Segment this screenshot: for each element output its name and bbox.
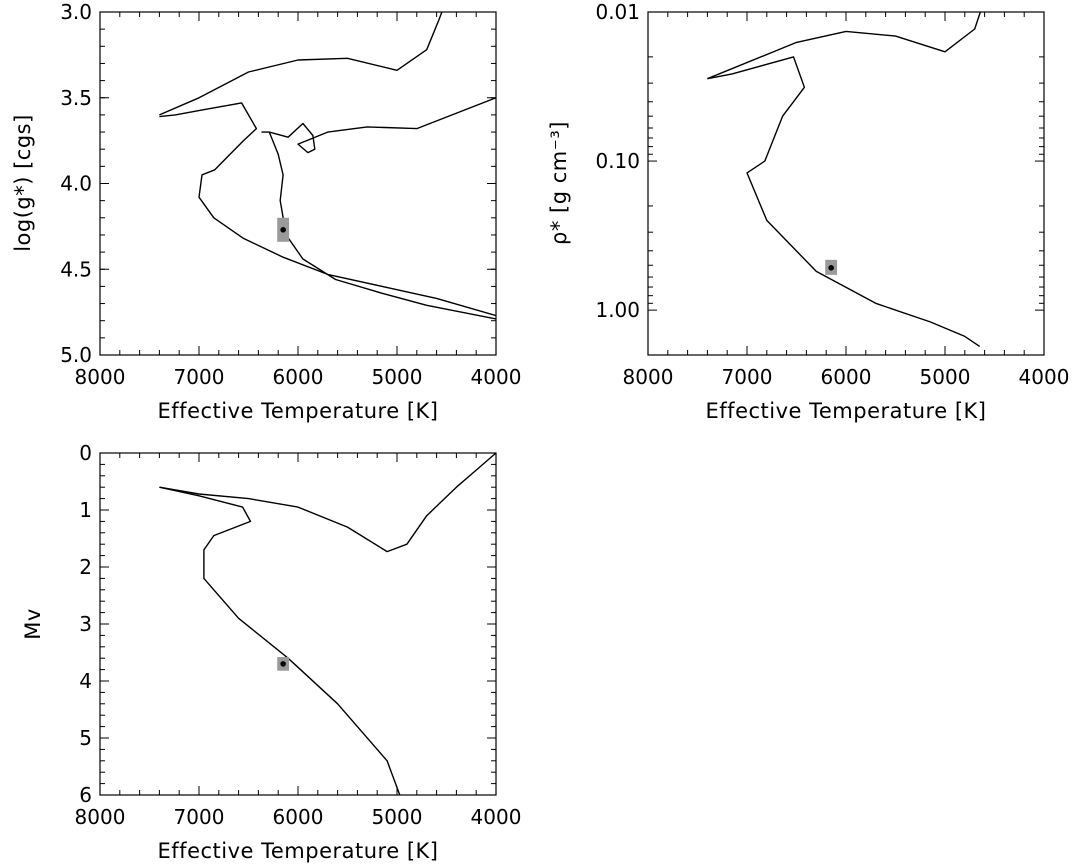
x-tick-label: 4000 [471, 805, 522, 829]
star-marker [280, 661, 286, 667]
y-axis-label: ρ* [g cm⁻³] [547, 121, 571, 245]
series-line [159, 12, 443, 116]
y-tick-label: 1.00 [595, 298, 640, 322]
x-tick-label: 7000 [174, 805, 225, 829]
x-tick-label: 7000 [174, 365, 225, 389]
series-line [707, 56, 981, 347]
y-tick-label: 0 [79, 441, 92, 465]
x-tick-label: 6000 [273, 805, 324, 829]
x-tick-label: 6000 [821, 365, 872, 389]
y-tick-label: 1 [79, 498, 92, 522]
x-tick-label: 6000 [273, 365, 324, 389]
series-line [159, 486, 401, 795]
x-tick-label: 5000 [920, 365, 971, 389]
y-tick-label: 3.5 [60, 86, 92, 110]
x-tick-label: 7000 [722, 365, 773, 389]
x-tick-label: 5000 [372, 805, 423, 829]
y-tick-label: 5 [79, 726, 92, 750]
series-line [707, 12, 982, 80]
y-tick-label: 0.01 [595, 0, 640, 24]
y-tick-label: 6 [79, 783, 92, 807]
star-marker [280, 227, 286, 233]
y-tick-label: 0.10 [595, 149, 640, 173]
x-tick-label: 8000 [623, 365, 674, 389]
star-marker [828, 264, 834, 271]
y-tick-label: 4.0 [60, 172, 92, 196]
plot-frame [647, 11, 1045, 356]
series-line [261, 97, 496, 154]
series-line [268, 131, 496, 320]
panel-log-gravity: 8000 7000 6000 5000 4000 3.0 3.5 4.0 4.5 5.0 Effec… [11, 0, 521, 423]
y-tick-label: 5.0 [60, 343, 92, 367]
y-tick-label: 3.0 [60, 0, 92, 24]
y-tick-label: 4 [79, 669, 92, 693]
x-tick-label: 5000 [372, 365, 423, 389]
panel-absolute-magnitude: 8000 7000 6000 5000 4000 0 1 2 3 4 5 6 Effective Tem… [21, 441, 521, 863]
x-tick-label: 4000 [471, 365, 522, 389]
plot-frame [99, 11, 497, 356]
y-tick-label: 2 [79, 555, 92, 579]
y-axis-label: Mv [21, 608, 45, 640]
x-tick-label: 4000 [1019, 365, 1070, 389]
x-tick-label: 8000 [75, 365, 126, 389]
y-tick-label: 3 [79, 612, 92, 636]
y-tick-label: 4.5 [60, 257, 92, 281]
x-axis-label: Effective Temperature [K] [158, 399, 439, 423]
series-line [159, 453, 496, 553]
x-axis-label: Effective Temperature [K] [706, 399, 987, 423]
x-tick-label: 8000 [75, 805, 126, 829]
series-line [159, 102, 496, 317]
plot-frame [99, 452, 497, 796]
x-axis-label: Effective Temperature [K] [158, 839, 439, 863]
panel-density: 8000 7000 6000 5000 4000 0.01 0.10 1.00 Effectiv… [547, 0, 1069, 423]
y-axis-label: log(g*) [cgs] [11, 114, 35, 252]
